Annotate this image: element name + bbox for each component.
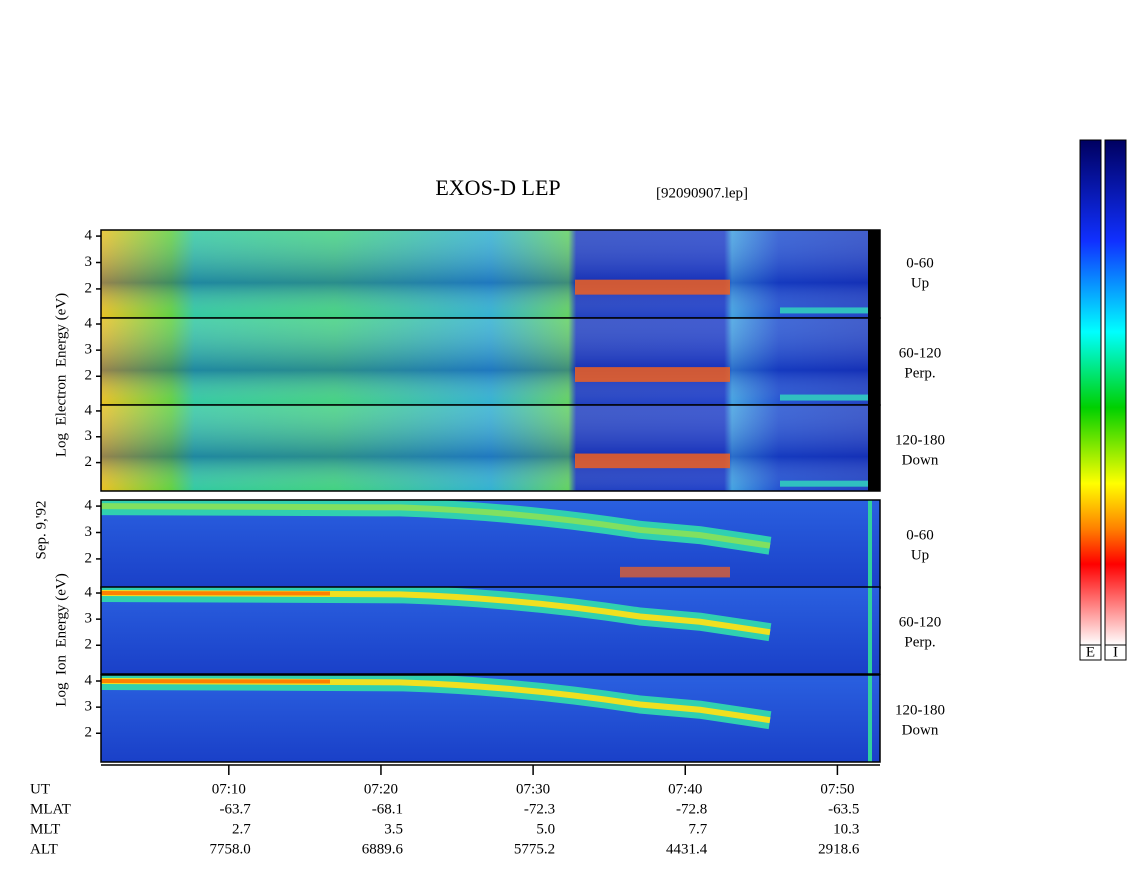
- colorbar-label-box: [1104, 644, 1127, 661]
- y-tick-label: 4: [85, 315, 93, 331]
- panel: [101, 675, 880, 762]
- y-tick-label: 2: [85, 550, 93, 566]
- row-value: 4431.4: [666, 841, 708, 857]
- energy-band-peak: [101, 679, 331, 684]
- row-label: MLAT: [30, 801, 71, 817]
- panel: [101, 500, 880, 588]
- colorbar-label-box: [1079, 644, 1102, 661]
- spectrogram-shade: [101, 318, 880, 405]
- y-tick-label: 3: [85, 524, 93, 540]
- energy-band-core: [101, 590, 771, 636]
- energy-band: [575, 279, 730, 295]
- y-axis-label: Log Electron Energy (eV): [53, 293, 69, 457]
- energy-band-core: [101, 503, 771, 549]
- low-band: [780, 394, 870, 401]
- edge-strip: [868, 500, 872, 588]
- edge-strip: [868, 587, 872, 674]
- row-value: 3.5: [384, 821, 403, 837]
- row-value: -68.1: [372, 801, 403, 817]
- low-band: [780, 480, 870, 487]
- panel-frame: [100, 674, 881, 763]
- panel-label: 120-180: [895, 702, 945, 718]
- date-label: Sep. 9,'92: [33, 501, 49, 560]
- row-value: -72.3: [524, 801, 555, 817]
- energy-band-peak: [101, 591, 331, 596]
- panel: [101, 405, 880, 491]
- row-value: -72.8: [676, 801, 707, 817]
- panel-label: Perp.: [904, 634, 935, 650]
- panel: [101, 587, 880, 674]
- panel-frame: [100, 586, 881, 675]
- y-tick-label: 2: [85, 725, 93, 741]
- y-tick-label: 3: [85, 342, 93, 358]
- panel-label: Down: [902, 722, 939, 738]
- row-value: 2.7: [232, 821, 251, 837]
- y-tick-label: 4: [85, 672, 93, 688]
- x-tick-label: 07:50: [820, 781, 854, 797]
- energy-band: [575, 367, 730, 382]
- x-tick-label: 07:30: [516, 781, 550, 797]
- y-tick-label: 2: [85, 454, 93, 470]
- edge-strip: [868, 230, 880, 318]
- edge-strip: [868, 318, 880, 405]
- colorbar-label: E: [1086, 644, 1095, 660]
- panel-label: Up: [911, 547, 929, 563]
- panel-label: 60-120: [899, 345, 942, 361]
- row-value: 7.7: [689, 821, 708, 837]
- colorbar: [1104, 139, 1127, 646]
- x-tick-label: 07:10: [212, 781, 246, 797]
- row-label: MLT: [30, 821, 60, 837]
- energy-band: [575, 453, 730, 469]
- spectrogram-shade: [101, 405, 880, 491]
- low-band: [780, 307, 870, 314]
- panel: [101, 230, 880, 318]
- panel-label: Perp.: [904, 365, 935, 381]
- edge-strip: [868, 405, 880, 491]
- panel-label: 0-60: [906, 255, 934, 271]
- colorbar-label: I: [1113, 644, 1118, 660]
- row-value: 5.0: [536, 821, 555, 837]
- row-value: 6889.6: [362, 841, 404, 857]
- y-tick-label: 4: [85, 228, 93, 244]
- low-band: [620, 566, 730, 578]
- y-tick-label: 4: [85, 584, 93, 600]
- y-tick-label: 3: [85, 254, 93, 270]
- y-tick-label: 2: [85, 280, 93, 296]
- energy-band-core: [101, 678, 771, 724]
- y-tick-label: 2: [85, 637, 93, 653]
- panel-label: 60-120: [899, 614, 942, 630]
- title: EXOS-D LEP: [435, 175, 560, 200]
- row-value: 7758.0: [210, 841, 251, 857]
- file-label: [92090907.lep]: [656, 185, 748, 201]
- colorbar: [1079, 139, 1102, 646]
- panel-label: Up: [911, 275, 929, 291]
- panel-label: 120-180: [895, 432, 945, 448]
- panel-frame: [100, 404, 881, 492]
- panel: [101, 318, 880, 405]
- row-value: 2918.6: [818, 841, 860, 857]
- y-tick-label: 4: [85, 498, 93, 514]
- x-tick-label: 07:40: [668, 781, 702, 797]
- y-tick-label: 3: [85, 699, 93, 715]
- row-label: UT: [30, 781, 50, 797]
- row-value: 10.3: [833, 821, 859, 837]
- y-axis-label: Log Ion Energy (eV): [53, 573, 69, 706]
- row-value: -63.7: [220, 801, 252, 817]
- edge-strip: [868, 675, 872, 762]
- y-tick-label: 4: [85, 402, 93, 418]
- spectrogram-shade: [101, 230, 880, 318]
- y-tick-label: 3: [85, 611, 93, 627]
- panel-label: Down: [902, 452, 939, 468]
- row-value: 5775.2: [514, 841, 555, 857]
- panel-label: 0-60: [906, 527, 934, 543]
- row-label: ALT: [30, 841, 58, 857]
- x-tick-label: 07:20: [364, 781, 398, 797]
- y-tick-label: 3: [85, 428, 93, 444]
- y-tick-label: 2: [85, 368, 93, 384]
- row-value: -63.5: [828, 801, 859, 817]
